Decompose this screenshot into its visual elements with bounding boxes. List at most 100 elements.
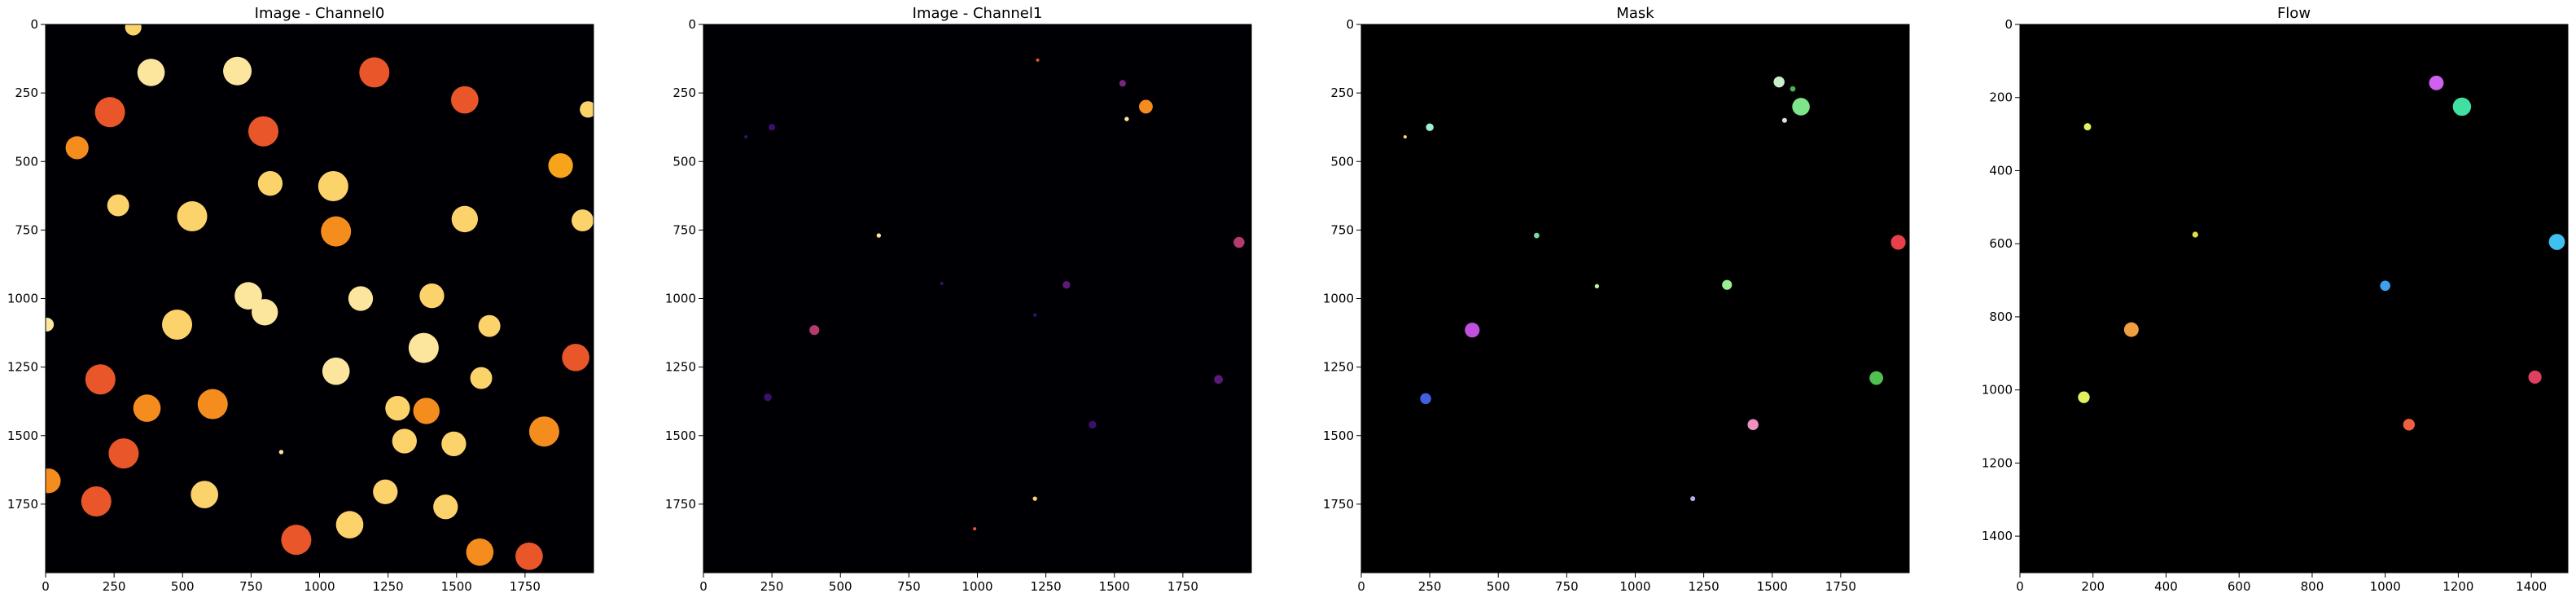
image-background [2020,24,2568,573]
cell-blob [1747,419,1759,431]
cell-blob [1890,235,1906,250]
x-tick-label: 0 [2016,579,2024,594]
cell-blob [1533,232,1540,239]
cell-blob [373,479,398,504]
y-tick-label: 250 [15,86,38,100]
cell-blob [441,431,467,456]
x-tick-label: 1250 [373,579,404,594]
cell-blob [433,494,458,520]
cell-blob [348,286,374,311]
cell-blob [528,416,559,447]
cell-blob [1792,98,1810,116]
x-tick-label: 1500 [441,579,472,594]
x-tick-label: 200 [2081,579,2105,594]
cell-blob [1033,313,1037,317]
axes-frame [2019,24,2569,573]
cell-blob [2452,97,2472,116]
cell-blob [2078,391,2090,403]
panel-3: Mask 0 250 500 750 1000 1250 1500 1750 0 250 500 750… [1323,5,1910,594]
cell-blob [515,542,543,570]
y-tick-label: 1750 [1323,497,1354,512]
cell-blob [1036,58,1040,62]
cell-blob [2548,234,2565,250]
cell-blob [470,367,493,389]
cell-blob [2403,419,2416,431]
cell-blob [466,538,494,566]
cell-blob [252,299,278,326]
x-tick-label: 750 [239,579,263,594]
y-tick-label: 1500 [1323,428,1354,443]
cell-blob [248,116,279,147]
cell-blob [257,171,283,196]
cell-blob [108,438,139,469]
x-tick-label: 1000 [304,579,335,594]
y-tick-label: 1000 [7,292,38,306]
cell-blob [359,57,390,88]
x-tick-label: 800 [2301,579,2324,594]
cell-blob [278,450,284,455]
cell-blob [478,314,501,337]
y-tick-label: 500 [1330,154,1354,169]
cell-blob [548,153,573,178]
y-tick-label: 250 [672,86,696,100]
image-content [744,58,1245,531]
y-tick-label: 400 [1989,163,2013,178]
y-tick-label: 0 [688,17,696,32]
x-tick-label: 0 [699,579,708,594]
cell-blob [137,59,165,86]
x-tick-label: 500 [171,579,195,594]
y-tick-label: 1500 [665,428,696,443]
cell-blob [451,205,478,233]
cell-blob [321,216,352,247]
cell-blob [2083,123,2092,131]
cell-blob [764,393,772,402]
y-tick-label: 600 [1989,236,2013,251]
cell-blob [191,481,218,508]
image-background [1361,24,1909,573]
panel-title: Image - Channel0 [255,5,385,22]
cell-blob [1420,393,1431,405]
x-tick-label: 750 [897,579,921,594]
cell-blob [744,134,748,138]
panel-2: Image - Channel1 0 250 500 750 1000 1250 1500 17… [665,5,1252,594]
cell-blob [335,511,364,538]
cell-blob [1233,236,1245,248]
image-content [2078,75,2565,431]
x-tick-label: 0 [1357,579,1365,594]
x-tick-label: 250 [103,579,126,594]
y-tick-label: 200 [1989,90,2013,105]
x-tick-label: 1000 [1619,579,1650,594]
cell-blob [385,395,410,421]
x-tick-label: 1750 [1168,579,1198,594]
y-tick-label: 1500 [7,428,38,443]
cell-blob [1119,80,1126,87]
cell-blob [2380,280,2390,292]
x-tick-label: 1500 [1757,579,1788,594]
cell-blob [562,344,589,371]
cell-blob [281,525,312,556]
y-tick-label: 250 [1330,86,1354,100]
y-tick-label: 1250 [665,360,696,375]
panel-title: Image - Channel1 [913,5,1043,22]
image-background [703,24,1251,573]
cell-blob [2192,231,2198,238]
cell-blob [408,332,439,363]
x-tick-label: 750 [1555,579,1579,594]
cell-blob [451,86,479,114]
panel-4: Flow 0 200 400 600 800 1000 1200 1400 0 200 400 600 8… [1982,5,2569,594]
cell-blob [2123,322,2139,337]
y-tick-label: 1250 [7,360,38,375]
cell-blob [133,394,161,422]
cell-blob [392,428,417,454]
cell-blob [1089,420,1097,429]
cell-blob [107,194,129,217]
y-tick-label: 1000 [1982,383,2013,398]
cell-blob [1869,371,1884,385]
y-tick-label: 0 [30,17,38,32]
cell-blob [1790,86,1796,92]
cell-blob [65,136,89,160]
panel-title: Mask [1616,5,1654,22]
x-tick-label: 1000 [962,579,992,594]
y-tick-label: 750 [15,222,38,237]
